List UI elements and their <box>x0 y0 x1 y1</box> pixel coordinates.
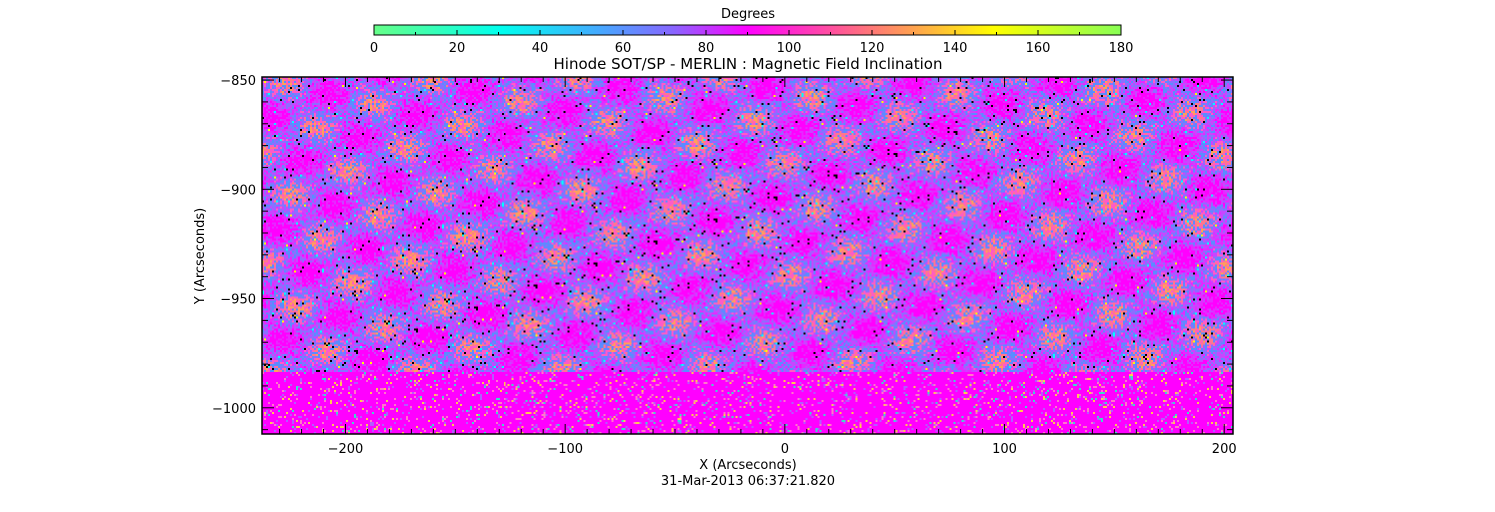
y-tick-label: −850 <box>220 74 256 89</box>
colorbar-tick-label: 160 <box>1026 41 1051 56</box>
x-tick-label: −100 <box>547 442 583 457</box>
x-tick-label: 200 <box>1212 442 1237 457</box>
colorbar-tick-label: 0 <box>370 41 378 56</box>
y-tick-label: −950 <box>220 293 256 308</box>
y-axis-label: Y (Arcseconds) <box>193 208 208 305</box>
colorbar-tick-label: 140 <box>943 41 968 56</box>
colorbar-tick-label: 20 <box>449 41 466 56</box>
x-tick-label: 100 <box>992 442 1017 457</box>
chart-title: Hinode SOT/SP - MERLIN : Magnetic Field … <box>554 55 943 73</box>
colorbar-label: Degrees <box>721 7 775 22</box>
colorbar-tick-label: 100 <box>777 41 802 56</box>
y-tick-label: −1000 <box>212 402 256 417</box>
colorbar-tick-label: 180 <box>1109 41 1134 56</box>
colorbar-tick-label: 40 <box>532 41 549 56</box>
plot-frame <box>261 76 1234 435</box>
x-tick-label: 0 <box>781 442 789 457</box>
x-tick-label: −200 <box>328 442 364 457</box>
colorbar-tick-label: 120 <box>860 41 885 56</box>
inclination-heatmap <box>262 77 1233 434</box>
x-axis-label: X (Arcseconds) <box>699 458 796 473</box>
timestamp: 31-Mar-2013 06:37:21.820 <box>661 474 835 489</box>
colorbar-tick-label: 80 <box>698 41 715 56</box>
y-tick-label: −900 <box>220 183 256 198</box>
colorbar-tick-label: 60 <box>615 41 632 56</box>
